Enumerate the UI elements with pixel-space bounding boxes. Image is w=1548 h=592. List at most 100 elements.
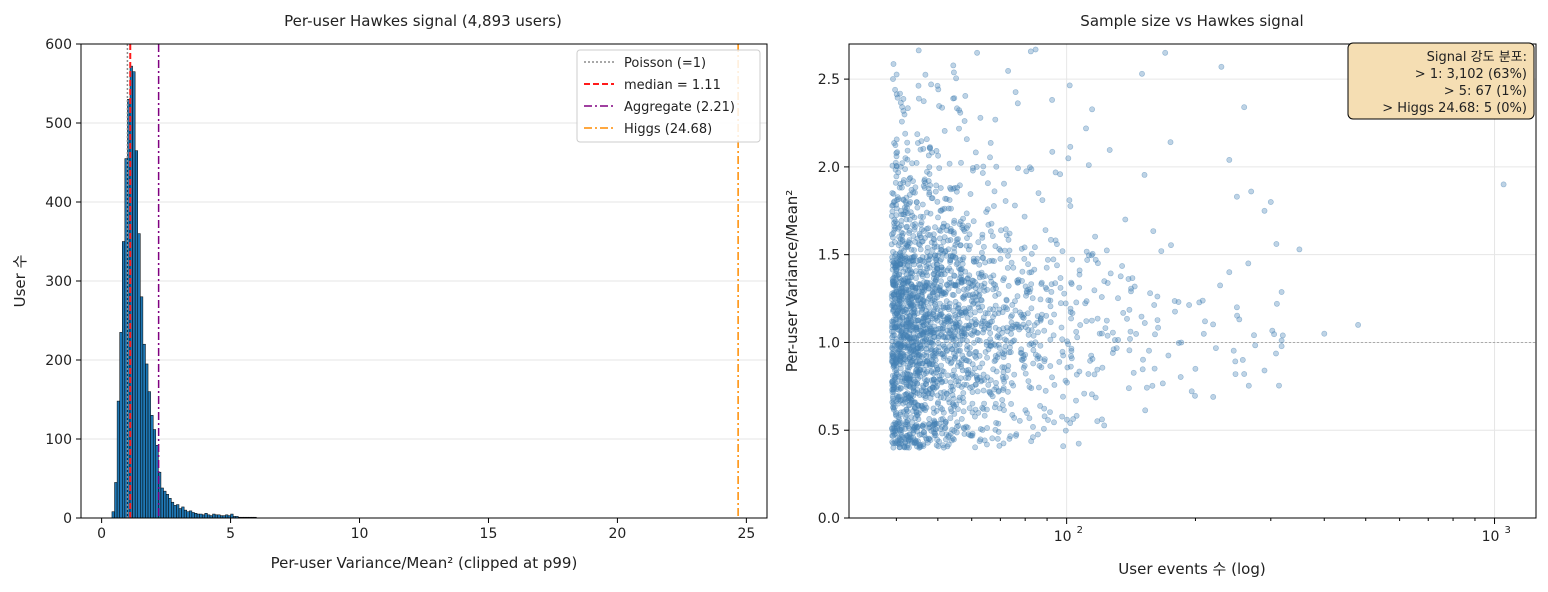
scatter-point bbox=[1060, 393, 1066, 400]
scatter-point bbox=[1355, 321, 1361, 328]
scatter-point bbox=[1021, 255, 1028, 262]
scatter-point bbox=[1031, 266, 1038, 273]
scatter-point bbox=[1210, 393, 1217, 400]
scatter-point bbox=[1050, 332, 1057, 339]
scatter-point bbox=[979, 360, 986, 367]
scatter-point bbox=[932, 188, 939, 195]
scatter-point bbox=[937, 325, 944, 332]
scatter-point bbox=[892, 312, 899, 319]
scatter-point bbox=[943, 436, 949, 443]
scatter-title: Sample size vs Hawkes signal bbox=[1080, 12, 1303, 30]
scatter-point bbox=[960, 408, 967, 415]
scatter-point bbox=[961, 430, 968, 437]
scatter-point bbox=[1003, 337, 1010, 344]
scatter-point bbox=[902, 439, 909, 446]
scatter-point bbox=[1154, 317, 1161, 323]
scatter-point bbox=[1168, 242, 1174, 248]
scatter-point bbox=[907, 274, 914, 281]
scatter-point bbox=[910, 355, 917, 361]
scatter-point bbox=[1104, 332, 1111, 339]
scatter-point bbox=[911, 247, 917, 253]
annotation-line: Signal 강도 분포: bbox=[1427, 50, 1527, 65]
histogram-bar bbox=[165, 494, 169, 519]
scatter-point bbox=[1035, 431, 1041, 438]
scatter-point bbox=[937, 350, 944, 357]
scatter-point bbox=[991, 404, 998, 411]
scatter-point bbox=[894, 197, 900, 203]
scatter-point bbox=[895, 400, 902, 407]
scatter-point bbox=[892, 438, 898, 445]
scatter-point bbox=[979, 249, 985, 256]
scatter-point bbox=[1038, 279, 1045, 286]
scatter-point bbox=[1102, 325, 1109, 331]
scatter-point bbox=[998, 227, 1004, 234]
scatter-point bbox=[963, 423, 969, 430]
scatter-point bbox=[1002, 343, 1009, 350]
scatter-point bbox=[1068, 353, 1074, 359]
scatter-point bbox=[1018, 311, 1025, 318]
scatter-point bbox=[952, 241, 959, 248]
scatter-point bbox=[1056, 358, 1063, 365]
scatter-point bbox=[923, 136, 930, 143]
scatter-point bbox=[925, 225, 932, 232]
scatter-point bbox=[1115, 295, 1121, 302]
scatter-point bbox=[1126, 347, 1133, 354]
scatter-point bbox=[924, 244, 931, 251]
scatter-point bbox=[890, 363, 897, 370]
scatter-point bbox=[909, 292, 916, 299]
scatter-point bbox=[946, 399, 953, 406]
scatter-point bbox=[945, 205, 952, 212]
scatter-point bbox=[933, 257, 940, 263]
scatter-point bbox=[1042, 284, 1049, 291]
scatter-point bbox=[1226, 269, 1233, 276]
x-tick-label: 5 bbox=[226, 526, 235, 542]
scatter-point bbox=[910, 381, 917, 388]
scatter-point bbox=[896, 233, 902, 240]
scatter-point bbox=[1500, 181, 1507, 188]
x-tick-label: 10 bbox=[1482, 529, 1500, 545]
scatter-point bbox=[921, 337, 928, 344]
scatter-point bbox=[1035, 329, 1041, 336]
scatter-point bbox=[898, 229, 905, 236]
scatter-point bbox=[1076, 271, 1083, 278]
histogram-bar bbox=[150, 415, 154, 519]
scatter-point bbox=[889, 379, 895, 386]
scatter-y-ticks: 0.0 0.5 1.0 1.5 2.0 2.5 bbox=[818, 72, 849, 527]
scatter-point bbox=[923, 378, 930, 384]
scatter-point bbox=[1139, 70, 1145, 77]
scatter-point bbox=[921, 432, 928, 439]
scatter-point bbox=[1043, 264, 1050, 271]
scatter-point bbox=[1009, 411, 1016, 418]
scatter-point bbox=[1006, 349, 1013, 356]
scatter-point bbox=[1150, 228, 1157, 234]
scatter-point bbox=[1130, 369, 1137, 376]
scatter-point bbox=[916, 392, 923, 398]
scatter-point bbox=[925, 304, 932, 311]
scatter-point bbox=[1028, 305, 1035, 312]
scatter-point bbox=[922, 71, 929, 78]
scatter-point bbox=[1027, 48, 1034, 55]
scatter-point bbox=[946, 197, 953, 203]
annotation-background bbox=[1347, 42, 1535, 120]
scatter-point bbox=[972, 285, 979, 291]
scatter-point bbox=[950, 95, 957, 102]
scatter-point bbox=[1202, 318, 1208, 325]
scatter-point bbox=[1200, 330, 1207, 337]
scatter-point bbox=[976, 352, 983, 359]
scatter-point bbox=[1045, 417, 1051, 423]
scatter-point bbox=[910, 308, 917, 315]
scatter-point bbox=[985, 346, 992, 353]
scatter-point bbox=[1120, 309, 1127, 316]
scatter-point bbox=[1096, 330, 1103, 337]
scatter-point bbox=[981, 324, 988, 331]
scatter-point bbox=[936, 438, 942, 445]
scatter-point bbox=[951, 230, 957, 237]
scatter-point bbox=[950, 383, 956, 390]
scatter-point bbox=[996, 306, 1003, 313]
scatter-point bbox=[1025, 331, 1032, 338]
scatter-point bbox=[1091, 371, 1098, 378]
legend-label: median = 1.11 bbox=[624, 78, 721, 93]
legend-box bbox=[576, 49, 761, 143]
scatter-point bbox=[901, 444, 907, 450]
scatter-point bbox=[951, 217, 958, 224]
